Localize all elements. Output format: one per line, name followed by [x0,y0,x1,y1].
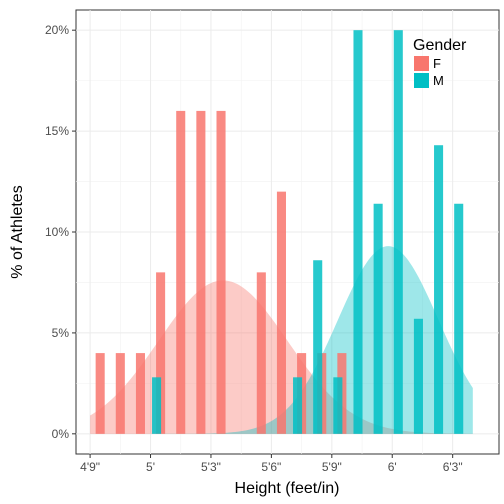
x-tick-label: 5'9" [322,460,342,474]
bar-m [413,318,423,434]
bar-f [256,272,266,434]
y-axis-title: % of Athletes [9,185,26,278]
legend-key-m [414,73,429,88]
bar-f [196,110,206,434]
bar-m [353,30,363,434]
bar-f [276,191,286,434]
x-tick-label: 5'6" [261,460,281,474]
bar-m [313,260,323,434]
x-tick-label: 4'9" [80,460,100,474]
y-tick-label: 0% [52,427,70,441]
x-tick-label: 6' [388,460,397,474]
legend-title: Gender [413,37,467,54]
bar-m [434,145,444,434]
bar-m [293,377,303,434]
bar-f [216,110,226,434]
bar-m [373,203,383,434]
bar-m [454,203,464,434]
bar-f [135,353,145,434]
y-tick-label: 15% [45,124,69,138]
legend-key-f [414,56,429,71]
y-tick-label: 5% [52,326,70,340]
x-tick-label: 6'3" [443,460,463,474]
legend: Gender F M [413,37,467,88]
y-tick-label: 10% [45,225,69,239]
bar-f [95,353,105,434]
legend-label-m: M [433,73,444,88]
bar-f [176,110,186,434]
bar-m [393,30,403,434]
x-axis-ticks: 4'9" 5' 5'3" 5'6" 5'9" 6' 6'3" [80,454,463,474]
bar-f [115,353,125,434]
bar-m [152,377,162,434]
x-tick-label: 5'3" [201,460,221,474]
y-tick-label: 20% [45,23,69,37]
x-axis-title: Height (feet/in) [235,480,340,497]
y-axis-ticks: 0% 5% 10% 15% 20% [45,23,76,441]
grid-major [76,10,499,454]
bar-m [333,377,343,434]
legend-label-f: F [433,56,441,71]
x-tick-label: 5' [146,460,155,474]
bars [95,30,464,434]
bar-f [156,272,166,434]
